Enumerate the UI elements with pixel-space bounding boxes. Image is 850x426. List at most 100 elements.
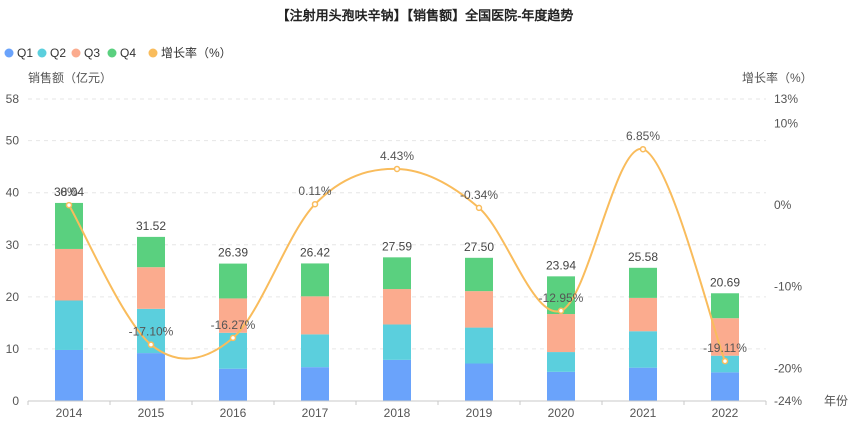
x-tick-label: 2017 xyxy=(302,406,329,420)
growth-labels: 0% -17.10% -16.27% 0.11% 4.43% -0.34% -12.95% 6… xyxy=(60,129,747,355)
bar-q1-2022 xyxy=(711,372,739,401)
x-axis-ticks: 2014 2015 2016 2017 2018 2019 2020 2021 2022 xyxy=(56,406,739,420)
bar-q3-2022 xyxy=(711,318,739,356)
growth-point-2016 xyxy=(229,334,237,342)
x-tick-label: 2021 xyxy=(630,406,657,420)
bar-q4-2017 xyxy=(301,263,329,297)
bar-q1-2021 xyxy=(629,367,657,401)
bar-q2-2021 xyxy=(629,331,657,368)
x-tick-label: 2015 xyxy=(138,406,165,420)
y2-axis-title: 增长率（%） xyxy=(742,70,813,85)
bar-stack-2020 xyxy=(547,276,575,401)
growth-point-2015 xyxy=(147,341,155,348)
bar-q4-2015 xyxy=(137,236,165,268)
y-tick-label: 0 xyxy=(12,394,19,408)
bar-q1-2014 xyxy=(55,349,83,401)
bar-q4-2018 xyxy=(383,257,411,290)
x-tick-label: 2022 xyxy=(712,406,739,420)
y2-tick-label: 10% xyxy=(774,116,798,130)
x-tick-label: 2018 xyxy=(384,406,411,420)
total-label: 38.04 xyxy=(54,185,84,199)
growth-label: -19.11% xyxy=(703,341,747,355)
bar-stack-2018 xyxy=(383,257,411,401)
bar-q2-2018 xyxy=(383,324,411,360)
y-tick-label: 20 xyxy=(6,290,20,304)
legend-label: Q2 xyxy=(50,46,66,60)
growth-label: -17.10% xyxy=(129,325,174,339)
bar-q3-2015 xyxy=(137,267,165,309)
bar-q1-2019 xyxy=(465,363,493,401)
legend-label: Q3 xyxy=(84,46,100,60)
growth-point-2017 xyxy=(311,200,319,208)
bar-q1-2018 xyxy=(383,359,411,401)
legend-item-3: Q3 xyxy=(71,46,100,60)
growth-label: -0.34% xyxy=(460,188,498,202)
growth-point-2019 xyxy=(475,204,483,212)
bar-q2-2017 xyxy=(301,334,329,368)
total-label: 27.59 xyxy=(382,239,412,253)
y-tick-label: 58 xyxy=(6,92,20,106)
total-label: 26.39 xyxy=(218,246,248,260)
bar-q3-2019 xyxy=(465,291,493,328)
total-label: 26.42 xyxy=(300,245,330,259)
bar-q1-2017 xyxy=(301,367,329,401)
bar-stack-2017 xyxy=(301,263,329,401)
growth-point-2014 xyxy=(65,201,73,209)
bar-stack-2021 xyxy=(629,267,657,401)
bar-q2-2020 xyxy=(547,352,575,372)
y2-axis-ticks: 13% 10% 0% -10% -20% -24% xyxy=(774,92,802,408)
growth-point-2018 xyxy=(393,165,401,173)
bar-q4-2019 xyxy=(465,257,493,292)
bar-stack-2022 xyxy=(711,293,739,401)
bar-q3-2017 xyxy=(301,296,329,335)
y2-tick-label: 0% xyxy=(774,198,792,212)
total-label: 25.58 xyxy=(628,250,658,264)
legend-marker xyxy=(71,48,81,58)
bar-q3-2020 xyxy=(547,314,575,353)
bar-stack-2016 xyxy=(219,263,247,401)
bar-q4-2016 xyxy=(219,263,247,299)
y-tick-label: 40 xyxy=(6,186,20,200)
bar-q2-2019 xyxy=(465,327,493,364)
bar-q1-2020 xyxy=(547,371,575,401)
bar-q1-2016 xyxy=(219,368,247,401)
legend: Q1 Q2 Q3 Q4 增长率（%） xyxy=(4,45,232,60)
y-axis-title: 销售额（亿元） xyxy=(28,70,112,85)
x-axis xyxy=(27,400,767,405)
growth-point-2020 xyxy=(557,307,565,315)
legend-label: 增长率（%） xyxy=(161,45,232,60)
growth-line-layer xyxy=(65,145,729,365)
total-label: 23.94 xyxy=(546,258,576,272)
legend-item-4: Q4 xyxy=(107,46,136,60)
y2-tick-label: 13% xyxy=(774,92,798,106)
y-tick-label: 30 xyxy=(6,238,20,252)
growth-point-2021 xyxy=(639,145,647,153)
bar-stack-2019 xyxy=(465,257,493,401)
growth-label: 4.43% xyxy=(380,149,414,163)
chart-title: 【注射用头孢呋辛钠】【销售额】全国医院-年度趋势 xyxy=(277,8,574,23)
bar-q4-2014 xyxy=(55,202,83,249)
legend-marker xyxy=(4,48,14,58)
x-tick-label: 2019 xyxy=(466,406,493,420)
growth-label: 6.85% xyxy=(626,129,660,143)
x-tick-label: 2016 xyxy=(220,406,247,420)
y2-tick-label: -24% xyxy=(774,394,802,408)
legend-marker xyxy=(107,48,117,58)
legend-label: Q4 xyxy=(120,46,136,60)
x-axis-title: 年份 xyxy=(824,394,848,408)
total-label: 27.50 xyxy=(464,240,494,254)
bars xyxy=(55,202,739,401)
legend-item-5: 增长率（%） xyxy=(148,45,232,60)
legend-marker xyxy=(148,48,158,58)
bar-q4-2022 xyxy=(711,293,739,319)
total-labels: 38.04 31.52 26.39 26.42 27.59 27.50 23.94 25.58… xyxy=(54,185,740,289)
growth-point-2022 xyxy=(721,357,729,365)
y2-tick-label: -10% xyxy=(774,280,802,294)
legend-item-2: Q2 xyxy=(37,46,66,60)
legend-marker xyxy=(37,48,47,58)
legend-item-1: Q1 xyxy=(4,46,33,60)
growth-label: 0% xyxy=(60,185,78,199)
total-label: 31.52 xyxy=(136,219,166,233)
